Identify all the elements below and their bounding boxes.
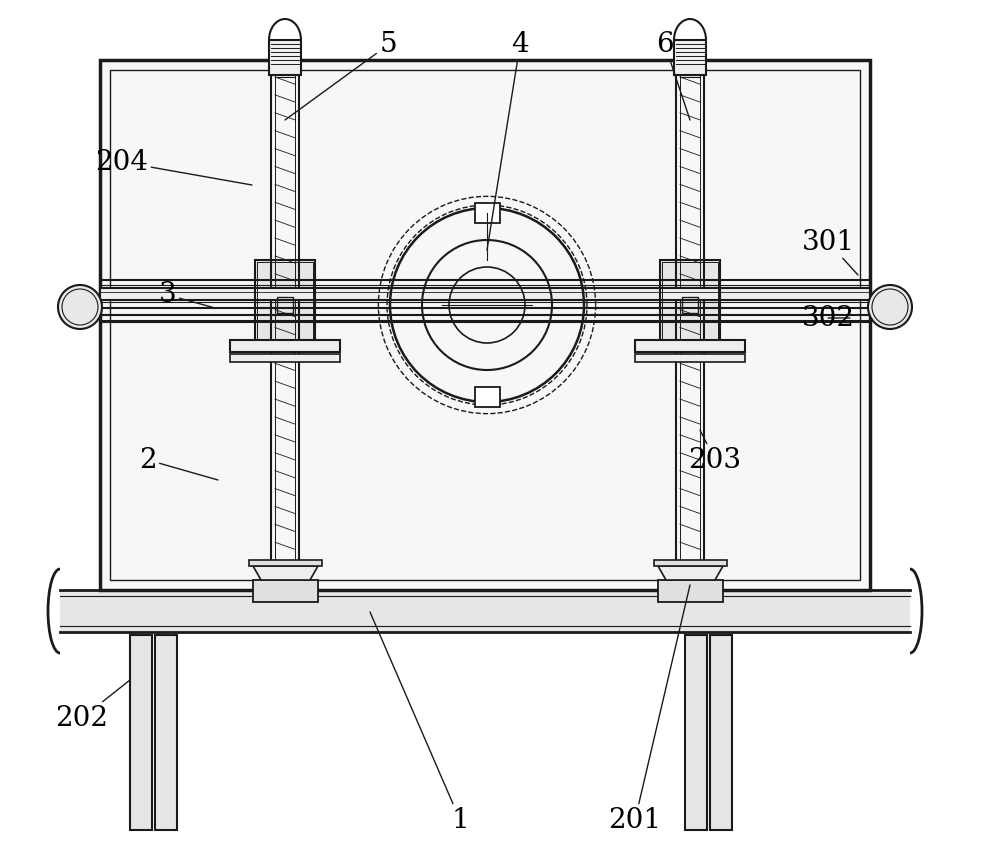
Text: 5: 5 xyxy=(285,31,397,120)
Bar xyxy=(710,635,732,830)
Bar xyxy=(475,387,500,407)
Bar xyxy=(110,70,860,580)
Polygon shape xyxy=(253,566,318,580)
Bar xyxy=(674,40,706,75)
Bar xyxy=(253,580,318,602)
Bar xyxy=(275,75,295,580)
Bar xyxy=(253,580,318,602)
Bar xyxy=(130,635,152,830)
Bar xyxy=(635,340,745,352)
Bar xyxy=(271,75,299,580)
Bar xyxy=(680,75,700,580)
Text: 202: 202 xyxy=(56,680,130,732)
Text: 203: 203 xyxy=(688,430,742,473)
Circle shape xyxy=(58,285,102,329)
Text: 204: 204 xyxy=(96,149,252,185)
Bar xyxy=(100,288,870,300)
Bar xyxy=(249,560,322,566)
Bar xyxy=(257,262,313,348)
Text: 1: 1 xyxy=(370,612,469,834)
Text: 6: 6 xyxy=(656,31,690,120)
Text: 301: 301 xyxy=(801,228,858,275)
Circle shape xyxy=(868,285,912,329)
Bar xyxy=(685,635,707,830)
Bar xyxy=(255,260,315,350)
Bar xyxy=(130,635,152,830)
Text: 2: 2 xyxy=(139,446,218,480)
Bar xyxy=(475,203,500,223)
Bar xyxy=(60,590,910,632)
Bar xyxy=(230,340,340,352)
Bar xyxy=(155,635,177,830)
Bar xyxy=(660,260,720,350)
Bar xyxy=(100,60,870,590)
Bar xyxy=(682,297,698,313)
Bar xyxy=(710,635,732,830)
Text: 4: 4 xyxy=(487,31,529,250)
Bar xyxy=(685,635,707,830)
Bar xyxy=(662,262,718,348)
Bar xyxy=(269,40,301,75)
Bar xyxy=(660,260,720,350)
Bar xyxy=(255,260,315,350)
Bar xyxy=(654,560,727,566)
Bar xyxy=(100,60,870,590)
Bar xyxy=(155,635,177,830)
Bar xyxy=(635,354,745,362)
Bar xyxy=(676,75,704,580)
Bar xyxy=(230,354,340,362)
Polygon shape xyxy=(658,566,723,580)
Text: 201: 201 xyxy=(608,585,690,834)
Bar xyxy=(658,580,723,602)
Bar xyxy=(658,580,723,602)
Bar xyxy=(277,297,293,313)
Text: 3: 3 xyxy=(159,281,215,309)
Text: 302: 302 xyxy=(802,304,854,331)
